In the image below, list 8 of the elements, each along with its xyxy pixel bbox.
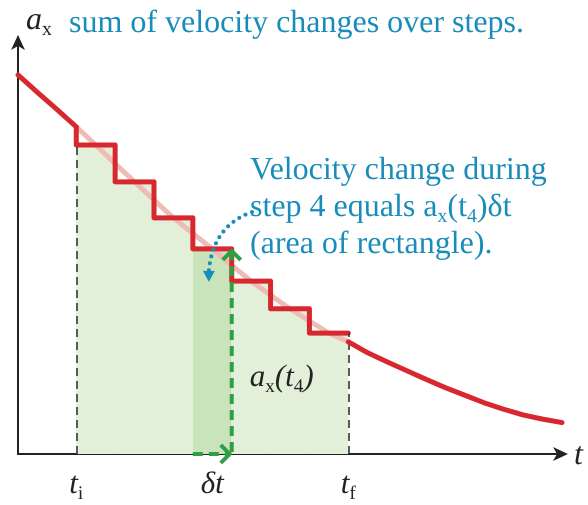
chart-title: sum of velocity changes over steps. [69, 3, 524, 39]
x-tick-label: t$_{f}$ [340, 465, 356, 504]
x-tick-label: δt [200, 465, 224, 500]
y-axis-title: a$_{x}$ [26, 0, 52, 40]
annotation: Velocity change during step 4 equals a$_{x}$(t$_{4}$)δt (area of rectangle). [250, 150, 547, 261]
x-tick-label: t$_{i}$ [69, 465, 84, 504]
annotation: a$_{x}$(t$_{4}$) [250, 358, 314, 397]
x-axis-title: t [574, 435, 583, 471]
